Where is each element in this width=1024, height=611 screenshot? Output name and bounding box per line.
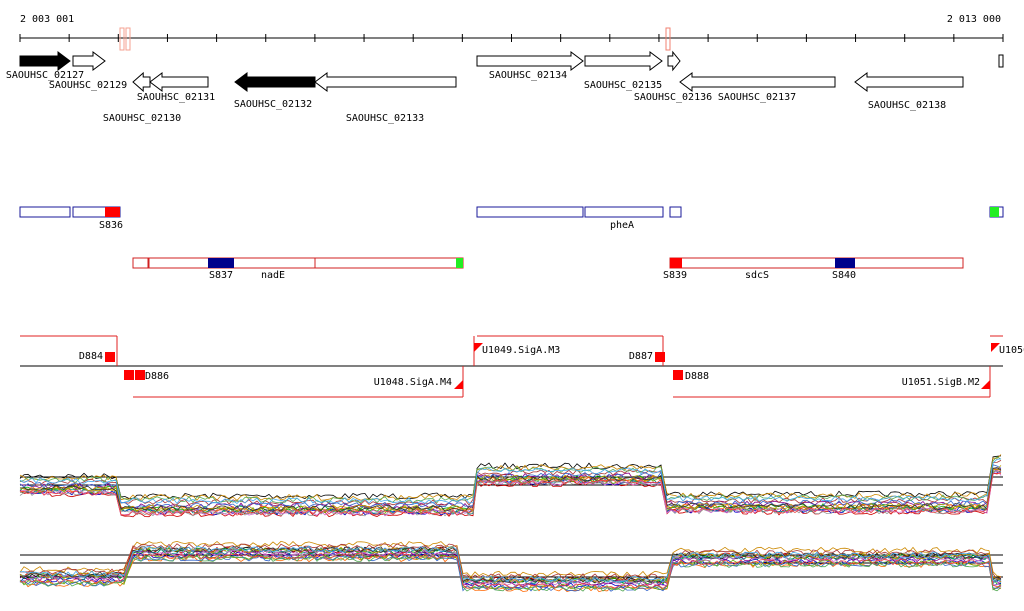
feature — [669, 206, 682, 218]
gene-label: SAOUHSC_02138 — [868, 100, 946, 111]
segment-label: U1048.SigA.M4 — [374, 377, 452, 388]
feature — [584, 206, 664, 218]
profile-line — [19, 458, 1002, 505]
breakpoint — [105, 352, 115, 362]
segment-label: D887 — [629, 351, 653, 362]
promoter — [454, 380, 463, 389]
gene-label: SAOUHSC_02137 — [718, 92, 796, 103]
feature-label: S836 — [99, 220, 123, 231]
promoter — [981, 380, 990, 389]
ruler-ticks — [19, 34, 1004, 42]
profile-line — [19, 552, 1002, 590]
feature-box — [670, 258, 682, 268]
gene-label: SAOUHSC_02127 — [6, 70, 84, 81]
profile-line — [19, 467, 1002, 512]
promoter — [991, 343, 1000, 352]
profile-line — [19, 545, 1002, 583]
promoter — [474, 343, 483, 352]
profile-line — [19, 555, 1002, 593]
gene-label: SAOUHSC_02134 — [489, 70, 567, 81]
marker — [119, 27, 125, 51]
expression-profiles — [19, 454, 1003, 593]
profile-line — [19, 472, 1002, 518]
feature-label: S837 — [209, 270, 233, 281]
gene-label: SAOUHSC_02133 — [346, 113, 424, 124]
segment-label: U1049.SigA.M3 — [482, 345, 560, 356]
segment-label: D886 — [145, 371, 169, 382]
segment-boxes — [105, 343, 1000, 389]
marker — [665, 27, 671, 51]
feature-label: pheA — [610, 220, 634, 231]
profile-line — [19, 469, 1002, 516]
profile-line — [19, 460, 1002, 506]
gene-arrow — [854, 72, 964, 92]
profile-line — [19, 472, 1002, 516]
gene-arrow — [998, 54, 1004, 68]
gene-arrow — [584, 51, 663, 71]
feature — [476, 206, 584, 218]
gene-label: SAOUHSC_02132 — [234, 99, 312, 110]
segment-label: D888 — [685, 371, 709, 382]
profile-line — [19, 454, 1002, 501]
segment-label: U1050 — [999, 345, 1024, 356]
gene-arrow — [19, 51, 71, 71]
profile-line — [19, 554, 1002, 592]
feature-box — [456, 258, 463, 268]
breakpoint — [124, 370, 134, 380]
gene-arrow — [667, 50, 681, 72]
feature-box — [208, 258, 234, 268]
profile-line — [19, 465, 1002, 512]
gene-arrow — [149, 72, 209, 92]
feature — [19, 206, 71, 218]
gene-arrow — [72, 51, 106, 71]
profile-line — [19, 554, 1002, 592]
gene-label: SAOUHSC_02135 — [584, 80, 662, 91]
gene-arrow — [132, 71, 151, 93]
feature-label: sdcS — [745, 270, 769, 281]
profile-line — [19, 540, 1002, 578]
feature-track — [19, 206, 1004, 218]
gene-label: SAOUHSC_02129 — [49, 80, 127, 91]
profile-line — [19, 549, 1002, 587]
breakpoint — [135, 370, 145, 380]
feature-label: S839 — [663, 270, 687, 281]
profile-line — [19, 456, 1002, 504]
segment-label: D884 — [79, 351, 103, 362]
breakpoint — [655, 352, 665, 362]
feature — [132, 257, 149, 269]
feature — [314, 257, 464, 269]
profile-line — [19, 455, 1002, 500]
profile-line — [19, 543, 1002, 581]
gene-label: SAOUHSC_02136 — [634, 92, 712, 103]
feature-box — [990, 207, 999, 217]
gene-label: SAOUHSC_02131 — [137, 92, 215, 103]
feature-box — [835, 258, 855, 268]
segment-label: U1051.SigB.M2 — [902, 377, 980, 388]
feature-label: S840 — [832, 270, 856, 281]
feature-box — [105, 207, 120, 217]
feature-label: nadE — [261, 270, 285, 281]
gene-arrow — [679, 72, 836, 92]
ruler-end: 2 013 000 — [947, 14, 1001, 25]
gene-label: SAOUHSC_02130 — [103, 113, 181, 124]
feature — [669, 257, 964, 269]
breakpoint — [673, 370, 683, 380]
gene-arrow — [314, 72, 457, 92]
gene-arrow — [476, 51, 584, 71]
marker — [125, 27, 131, 51]
gene-arrow — [234, 72, 316, 92]
ruler-start: 2 003 001 — [20, 14, 74, 25]
